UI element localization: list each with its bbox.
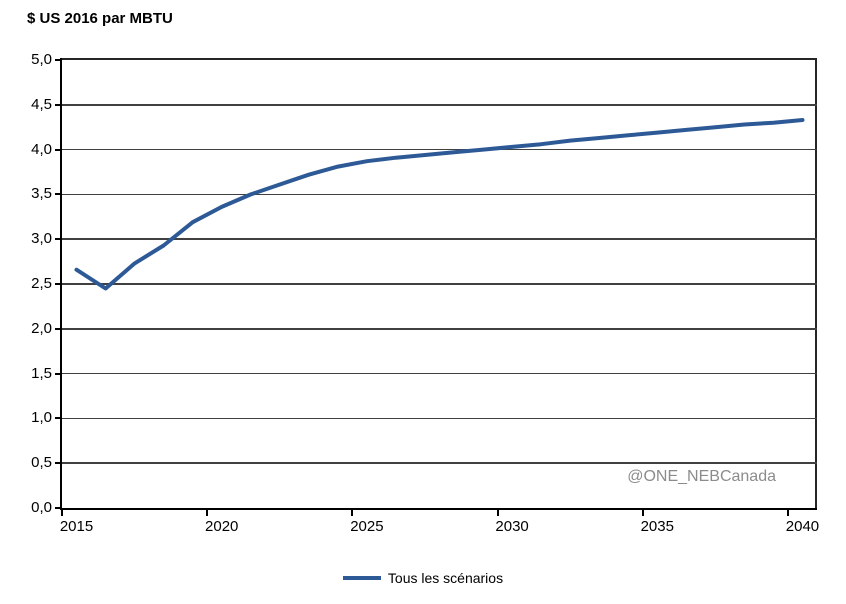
- y-axis-label: 3,5: [31, 185, 52, 203]
- x-axis-label: 2020: [205, 518, 239, 535]
- gridline: [62, 283, 817, 285]
- y-axis-label: 5,0: [31, 51, 52, 68]
- gridline: [62, 104, 817, 106]
- y-axis-label: 2,5: [31, 275, 52, 292]
- x-axis-label: 2015: [59, 518, 94, 535]
- gridline: [62, 328, 817, 330]
- y-axis-label: 2,0: [31, 319, 52, 337]
- plot-frame-top: [60, 58, 817, 60]
- data-line: [74, 118, 805, 291]
- y-axis-tick: [55, 507, 62, 509]
- x-axis-label: 2040: [785, 518, 820, 535]
- x-axis-label: 2030: [495, 518, 529, 535]
- x-axis-tick: [206, 510, 209, 516]
- y-axis-tick: [55, 103, 62, 106]
- y-axis-label: 0,0: [31, 499, 52, 516]
- legend: Tous les scénarios: [0, 570, 846, 586]
- x-axis-tick: [641, 510, 644, 516]
- x-axis-label: 2035: [640, 518, 674, 535]
- gridline: [62, 193, 817, 196]
- y-axis-label: 4,5: [31, 95, 52, 113]
- y-axis-label: 0,5: [31, 454, 52, 472]
- gridline: [62, 417, 817, 420]
- y-axis-label: 3,0: [31, 230, 52, 248]
- gridline: [62, 372, 817, 375]
- y-axis-tick: [55, 462, 62, 465]
- x-axis-tick: [61, 510, 63, 516]
- x-axis-line: [60, 508, 817, 510]
- x-axis-tick: [351, 510, 354, 516]
- plot-area: [62, 60, 817, 508]
- watermark: @ONE_NEBCanada: [627, 468, 776, 485]
- x-axis-tick: [496, 510, 499, 516]
- legend-label: Tous les scénarios: [387, 570, 504, 586]
- gridline: [62, 238, 817, 240]
- series-canvas: [74, 118, 805, 291]
- y-axis-tick: [55, 283, 62, 285]
- y-axis-tick: [55, 417, 62, 420]
- x-axis-label: 2025: [350, 518, 384, 535]
- legend-line-icon: [342, 576, 381, 580]
- y-axis-label: 1,0: [31, 409, 52, 427]
- gridline: [62, 148, 817, 151]
- y-axis-tick: [55, 193, 62, 196]
- chart-title: $ US 2016 par MBTU: [27, 10, 173, 27]
- y-axis-tick: [55, 59, 62, 61]
- y-axis-label: 1,5: [31, 364, 52, 382]
- y-axis-tick: [55, 238, 62, 241]
- y-axis-label: 4,0: [31, 140, 52, 158]
- x-axis-tick: [786, 510, 789, 516]
- y-axis-tick: [55, 372, 62, 375]
- y-axis-tick: [55, 327, 62, 330]
- gridline: [62, 462, 817, 464]
- y-axis-tick: [55, 148, 62, 151]
